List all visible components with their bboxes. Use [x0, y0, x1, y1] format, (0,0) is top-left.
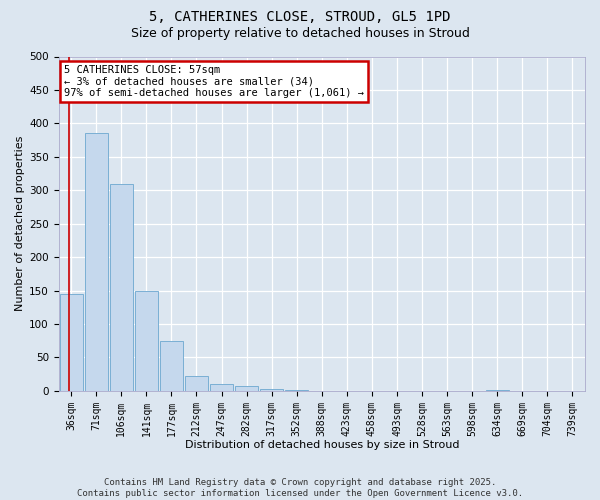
Text: 5, CATHERINES CLOSE, STROUD, GL5 1PD: 5, CATHERINES CLOSE, STROUD, GL5 1PD	[149, 10, 451, 24]
Bar	[110, 184, 133, 391]
Bar	[210, 384, 233, 391]
Bar	[59, 294, 83, 391]
Text: 5 CATHERINES CLOSE: 57sqm
← 3% of detached houses are smaller (34)
97% of semi-d: 5 CATHERINES CLOSE: 57sqm ← 3% of detach…	[64, 65, 364, 98]
Text: Size of property relative to detached houses in Stroud: Size of property relative to detached ho…	[131, 28, 469, 40]
X-axis label: Distribution of detached houses by size in Stroud: Distribution of detached houses by size …	[185, 440, 459, 450]
Bar	[285, 390, 308, 391]
Bar	[135, 290, 158, 391]
Bar	[85, 134, 108, 391]
Bar	[235, 386, 258, 391]
Bar	[185, 376, 208, 391]
Text: Contains HM Land Registry data © Crown copyright and database right 2025.
Contai: Contains HM Land Registry data © Crown c…	[77, 478, 523, 498]
Bar	[260, 389, 283, 391]
Bar	[160, 340, 183, 391]
Y-axis label: Number of detached properties: Number of detached properties	[15, 136, 25, 312]
Bar	[486, 390, 509, 391]
